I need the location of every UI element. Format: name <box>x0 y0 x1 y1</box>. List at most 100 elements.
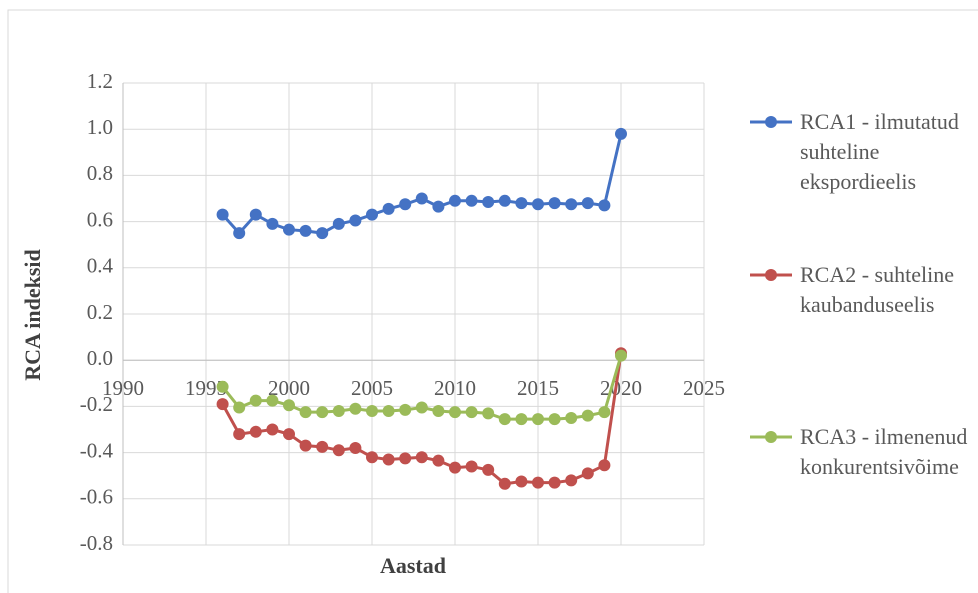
legend-marker <box>765 269 777 281</box>
data-point <box>233 227 246 240</box>
data-point <box>498 477 511 490</box>
data-point <box>449 406 461 419</box>
legend-label: RCA1 - ilmutatud suhteline ekspordieelis <box>800 109 959 194</box>
data-point <box>598 406 611 419</box>
y-tick-label: -0.4 <box>80 438 114 462</box>
data-point <box>349 214 362 227</box>
data-point <box>366 208 378 221</box>
data-point <box>465 194 478 207</box>
data-point <box>299 406 312 419</box>
data-point <box>299 439 312 452</box>
y-tick-label: 0.2 <box>87 300 113 324</box>
x-tick-label: 2020 <box>600 376 642 400</box>
data-point <box>532 476 544 489</box>
data-point <box>482 195 495 208</box>
data-point <box>249 208 262 221</box>
y-tick-label: 0.8 <box>87 161 113 185</box>
data-point <box>581 197 594 210</box>
data-point <box>598 459 611 472</box>
data-point <box>233 428 246 441</box>
data-point <box>399 198 412 211</box>
data-point <box>316 227 329 240</box>
data-point <box>349 441 362 454</box>
legend-marker <box>765 116 777 128</box>
data-point <box>581 409 594 422</box>
data-point <box>565 198 578 211</box>
data-point <box>432 454 445 467</box>
data-point <box>283 399 295 412</box>
data-point <box>283 223 295 236</box>
data-point <box>283 428 295 441</box>
x-tick-label: 2010 <box>434 376 476 400</box>
data-point <box>532 413 544 426</box>
data-point <box>498 194 511 207</box>
data-point <box>415 192 428 205</box>
data-point <box>548 197 561 210</box>
data-point <box>382 202 395 215</box>
data-point <box>382 453 395 466</box>
y-tick-label: 0.4 <box>87 254 114 278</box>
y-tick-label: 1.0 <box>87 115 113 139</box>
data-point <box>216 398 229 411</box>
x-tick-label: 2005 <box>351 376 393 400</box>
data-point <box>432 405 445 418</box>
data-point <box>399 403 412 416</box>
legend-label: RCA3 - ilmenenud konkurentsivõime <box>800 424 968 479</box>
data-point <box>449 461 461 474</box>
x-tick-label: 2025 <box>683 376 725 400</box>
x-tick-label: 2015 <box>517 376 559 400</box>
data-point <box>548 413 561 426</box>
data-point <box>332 444 345 457</box>
data-point <box>316 440 329 453</box>
data-point <box>515 197 528 210</box>
data-point <box>465 460 478 473</box>
data-point <box>581 467 594 480</box>
data-point <box>415 401 428 414</box>
data-point <box>482 463 495 476</box>
data-point <box>482 407 495 420</box>
y-tick-label: 1.2 <box>87 69 113 93</box>
data-point <box>266 217 279 230</box>
data-point <box>399 452 412 465</box>
x-axis-title: Aastad <box>380 553 446 578</box>
data-point <box>366 451 378 464</box>
data-point <box>532 198 544 211</box>
series-line <box>221 133 623 236</box>
data-point <box>249 425 262 438</box>
data-point <box>233 401 246 414</box>
data-point <box>299 224 312 237</box>
data-point <box>366 405 378 418</box>
data-point <box>349 402 362 415</box>
data-point <box>565 474 578 487</box>
data-point <box>266 423 279 436</box>
data-point <box>332 217 345 230</box>
data-point <box>415 451 428 464</box>
data-point <box>432 200 445 213</box>
y-axis-title: RCA indeksid <box>20 249 45 380</box>
data-point <box>332 405 345 418</box>
y-tick-label: 0.6 <box>87 207 113 231</box>
y-tick-label: -0.2 <box>80 392 113 416</box>
data-point <box>266 394 279 407</box>
data-point <box>216 380 229 393</box>
x-tick-label: 1990 <box>102 376 144 400</box>
data-point <box>498 413 511 426</box>
y-tick-label: -0.6 <box>80 485 113 509</box>
data-point <box>382 405 395 418</box>
data-point <box>249 394 262 407</box>
data-point <box>615 127 627 140</box>
y-tick-label: 0.0 <box>87 346 113 370</box>
data-point <box>565 411 578 424</box>
data-point <box>449 194 461 207</box>
y-tick-label: -0.8 <box>80 531 113 555</box>
data-point <box>515 413 528 426</box>
legend-marker <box>765 431 777 443</box>
data-point <box>465 406 478 419</box>
chart-border <box>7 9 978 593</box>
data-point <box>216 208 229 221</box>
data-point <box>548 476 561 489</box>
data-point <box>515 475 528 488</box>
data-point <box>615 349 627 362</box>
